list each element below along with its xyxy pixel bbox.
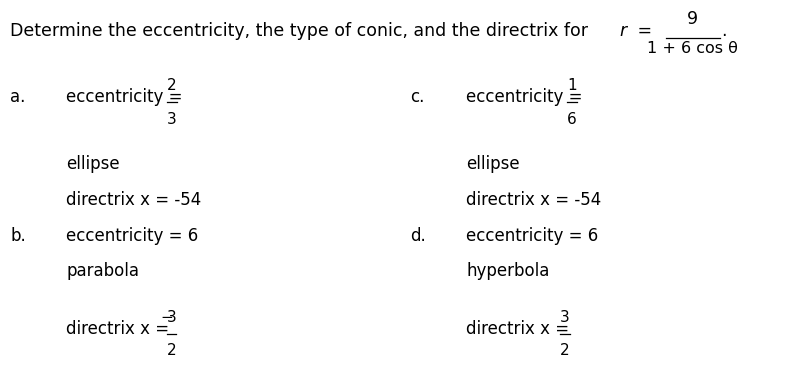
Text: 3: 3: [167, 112, 177, 127]
Text: 6: 6: [567, 112, 577, 127]
Text: eccentricity =: eccentricity =: [466, 89, 588, 106]
Text: −: −: [161, 310, 174, 325]
Text: 2: 2: [560, 344, 570, 358]
Text: =: =: [632, 22, 652, 40]
Text: eccentricity =: eccentricity =: [66, 89, 188, 106]
Text: eccentricity = 6: eccentricity = 6: [66, 227, 198, 245]
Text: directrix x = -54: directrix x = -54: [466, 191, 602, 209]
Text: hyperbola: hyperbola: [466, 263, 550, 280]
Text: ellipse: ellipse: [66, 155, 120, 173]
Text: ellipse: ellipse: [466, 155, 520, 173]
Text: b.: b.: [10, 227, 26, 245]
Text: c.: c.: [410, 89, 425, 106]
Text: parabola: parabola: [66, 263, 139, 280]
Text: eccentricity = 6: eccentricity = 6: [466, 227, 598, 245]
Text: directrix x =: directrix x =: [66, 320, 174, 338]
Text: 3: 3: [166, 310, 176, 325]
Text: directrix x = -54: directrix x = -54: [66, 191, 202, 209]
Text: 3: 3: [560, 310, 570, 325]
Text: 1: 1: [567, 78, 577, 93]
Text: 1 + 6 cos θ: 1 + 6 cos θ: [646, 41, 738, 56]
Text: 2: 2: [167, 78, 177, 93]
Text: Determine the eccentricity, the type of conic, and the directrix for: Determine the eccentricity, the type of …: [10, 22, 594, 40]
Text: r: r: [619, 22, 626, 40]
Text: a.: a.: [10, 89, 26, 106]
Text: 2: 2: [166, 344, 176, 358]
Text: 9: 9: [686, 10, 698, 28]
Text: d.: d.: [410, 227, 426, 245]
Text: directrix x =: directrix x =: [466, 320, 574, 338]
Text: .: .: [722, 22, 727, 40]
